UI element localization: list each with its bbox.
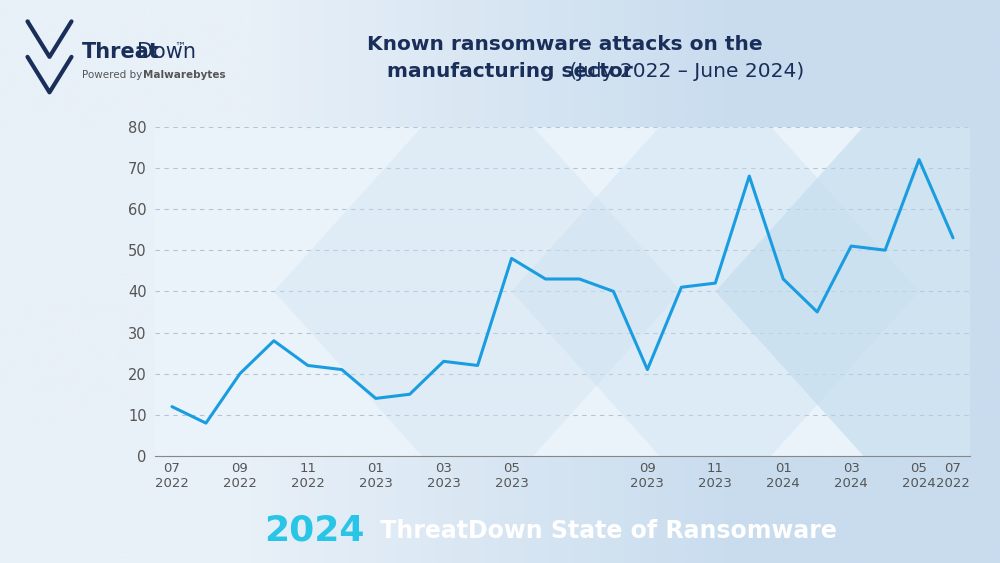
Text: manufacturing sector: manufacturing sector xyxy=(387,62,633,81)
Polygon shape xyxy=(512,65,919,518)
Text: Powered by: Powered by xyxy=(82,70,146,81)
Text: Malwarebytes: Malwarebytes xyxy=(143,70,225,81)
Text: Threat: Threat xyxy=(82,42,160,62)
Text: ™: ™ xyxy=(174,42,185,52)
Text: (July 2022 – June 2024): (July 2022 – June 2024) xyxy=(563,62,804,81)
Text: Known ransomware attacks on the: Known ransomware attacks on the xyxy=(367,35,763,54)
Text: Down: Down xyxy=(137,42,196,62)
Polygon shape xyxy=(715,65,1000,518)
Text: ThreatDown State of Ransomware: ThreatDown State of Ransomware xyxy=(372,519,837,543)
Text: 2024: 2024 xyxy=(264,513,365,548)
Text: ‹: ‹ xyxy=(25,17,30,27)
Polygon shape xyxy=(274,65,681,518)
